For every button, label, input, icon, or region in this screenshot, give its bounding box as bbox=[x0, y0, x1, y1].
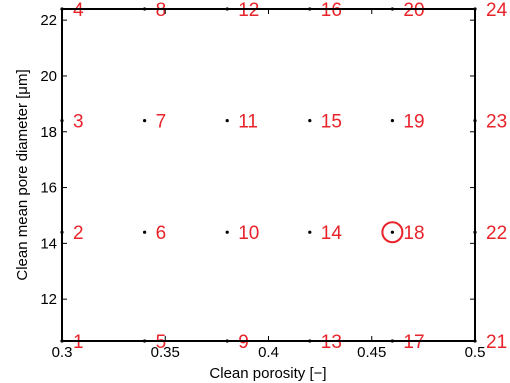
data-point bbox=[225, 118, 229, 123]
point-label: 2 bbox=[73, 223, 84, 244]
y-tick-label: 22 bbox=[40, 12, 57, 29]
point-label: 17 bbox=[403, 332, 424, 353]
data-point bbox=[143, 230, 147, 234]
y-axis-label: Clean mean pore diameter [μm] bbox=[14, 69, 31, 280]
y-tick-label: 16 bbox=[40, 180, 57, 197]
y-tick-label: 12 bbox=[40, 291, 57, 308]
data-point bbox=[308, 230, 312, 234]
y-tick-label: 20 bbox=[40, 68, 57, 85]
x-tick-label: 0.4 bbox=[258, 344, 279, 361]
point-label: 12 bbox=[238, 0, 259, 21]
point-label: 20 bbox=[403, 0, 424, 21]
data-point bbox=[143, 118, 147, 123]
point-label: 23 bbox=[486, 112, 507, 133]
point-label: 19 bbox=[403, 112, 424, 133]
data-point bbox=[225, 230, 229, 234]
x-axis-label: Clean porosity [−] bbox=[209, 365, 326, 382]
point-label: 10 bbox=[238, 223, 259, 244]
point-label: 8 bbox=[156, 0, 167, 21]
data-point bbox=[390, 230, 394, 234]
x-axis: 0.3 0.35 0.4 0.45 0.5 bbox=[52, 9, 486, 361]
point-label: 7 bbox=[156, 112, 167, 133]
point-label: 6 bbox=[156, 223, 167, 244]
point-label: 11 bbox=[238, 112, 258, 133]
point-label: 18 bbox=[403, 223, 424, 244]
y-tick-label: 14 bbox=[40, 235, 57, 252]
x-tick-label: 0.45 bbox=[357, 344, 386, 361]
point-label: 9 bbox=[238, 332, 249, 353]
data-point bbox=[308, 118, 312, 123]
x-tick-label: 0.35 bbox=[151, 344, 180, 361]
y-tick-label: 18 bbox=[40, 124, 57, 141]
y-axis: 12 14 16 18 20 22 bbox=[40, 12, 475, 308]
x-tick-label: 0.5 bbox=[465, 344, 486, 361]
point-label: 13 bbox=[321, 332, 342, 353]
x-tick-label: 0.3 bbox=[52, 344, 73, 361]
highlight-circle bbox=[381, 221, 404, 244]
data-point bbox=[390, 118, 394, 123]
point-label: 3 bbox=[73, 112, 84, 133]
point-label: 24 bbox=[486, 0, 508, 21]
point-label: 21 bbox=[486, 332, 507, 353]
point-label: 14 bbox=[321, 223, 343, 244]
plot-area bbox=[62, 9, 475, 341]
point-label: 4 bbox=[73, 0, 84, 21]
point-label: 1 bbox=[73, 332, 84, 353]
point-label: 5 bbox=[156, 332, 167, 353]
point-label: 15 bbox=[321, 112, 342, 133]
point-label: 22 bbox=[486, 223, 507, 244]
point-label: 16 bbox=[321, 0, 342, 21]
